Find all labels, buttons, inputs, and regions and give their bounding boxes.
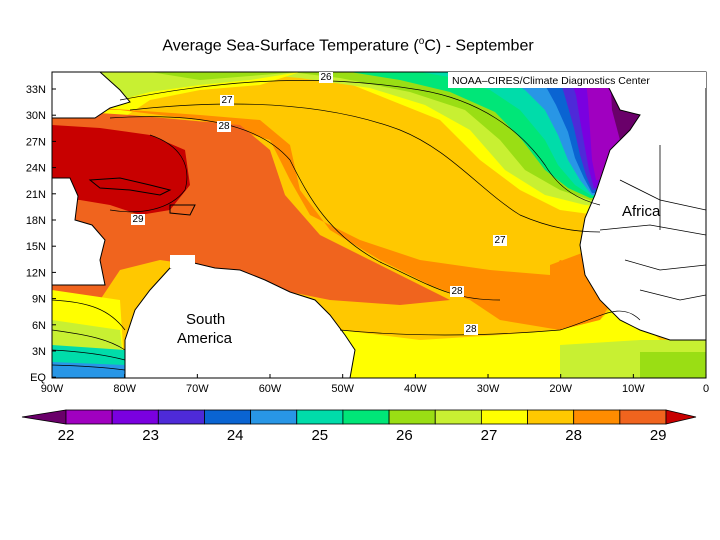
colorbar-cell — [204, 409, 252, 425]
contour-label: 27 — [494, 235, 506, 246]
contour-lines — [52, 80, 641, 371]
south-america-label-line2: America — [177, 330, 233, 347]
lat-tick-label: EQ — [30, 372, 46, 384]
colorbar-tick-label: 27 — [481, 427, 498, 444]
lon-tick-label: 0 — [703, 383, 709, 395]
colorbar-cell — [480, 409, 528, 425]
lon-tick-label: 50W — [331, 383, 354, 395]
lon-tick-label: 10W — [622, 383, 645, 395]
lat-tick-label: 27N — [26, 136, 46, 148]
colorbar-cell — [388, 409, 436, 425]
lat-tick-label: 6N — [32, 320, 46, 332]
colorbar-cell — [434, 409, 482, 425]
colorbar-cell — [342, 409, 390, 425]
colorbar-tick-label: 28 — [565, 427, 582, 444]
colorbar — [21, 409, 697, 425]
lon-tick-label: 20W — [549, 383, 572, 395]
map-frame — [51, 71, 707, 379]
band-29 — [52, 125, 190, 215]
colorbar-tick-label: 22 — [58, 427, 75, 444]
latitude-axis: 33N 30N 27N 24N 21N 18N 15N 12N 9N 6N 3N EQ — [26, 84, 56, 384]
lat-tick-label: 9N — [32, 294, 46, 306]
lon-tick-label: 70W — [186, 383, 209, 395]
lon-tick-label: 40W — [404, 383, 427, 395]
contour-label: 28 — [465, 324, 477, 335]
colorbar-cell — [296, 409, 344, 425]
lat-tick-label: 21N — [26, 189, 46, 201]
contour-label: 27 — [221, 95, 233, 106]
contour-label: 26 — [320, 72, 332, 83]
colorbar-cell — [527, 409, 575, 425]
lat-tick-label: 33N — [26, 84, 46, 96]
lat-tick-label: 18N — [26, 215, 46, 227]
lat-tick-label: 30N — [26, 110, 46, 122]
hispaniola-outline — [169, 204, 196, 216]
lon-tick-label: 30W — [477, 383, 500, 395]
north-america-land — [52, 72, 131, 119]
contour-label: 28 — [218, 121, 230, 132]
longitude-axis: 90W 80W 70W 60W 50W 40W 30W 20W 10W 0 — [41, 374, 709, 395]
lon-tick-label: 90W — [41, 383, 64, 395]
temperature-field — [52, 72, 706, 378]
lat-tick-label: 12N — [26, 267, 46, 279]
colorbar-tick-label: 24 — [227, 427, 244, 444]
contour-labels: 26 27 28 29 27 28 28 — [131, 72, 507, 335]
colorbar-cell — [157, 409, 205, 425]
contour-label: 28 — [451, 286, 463, 297]
colorbar-tick-label: 25 — [311, 427, 328, 444]
colorbar-cell — [21, 409, 67, 425]
lat-tick-label: 15N — [26, 241, 46, 253]
contour-label: 29 — [132, 214, 144, 225]
central-america-land — [52, 177, 106, 286]
colorbar-cell — [665, 409, 697, 425]
colorbar-tick-label: 26 — [396, 427, 413, 444]
chart-title: Average Sea-Surface Temperature (oC) - S… — [162, 36, 534, 55]
cuba-outline — [88, 177, 172, 196]
lat-tick-label: 24N — [26, 163, 46, 175]
band-28 — [52, 105, 620, 330]
colorbar-cell — [250, 409, 298, 425]
lat-tick-label: 3N — [32, 346, 46, 358]
credit-text: NOAA–CIRES/Climate Diagnostics Center — [452, 75, 650, 87]
south-america-land — [124, 261, 356, 378]
colorbar-tick-label: 23 — [142, 427, 159, 444]
colorbar-tick-label: 29 — [650, 427, 667, 444]
colorbar-cell — [65, 409, 113, 425]
colorbar-cell — [619, 409, 667, 425]
colorbar-cell — [573, 409, 621, 425]
africa-label: Africa — [622, 203, 661, 220]
lon-tick-label: 80W — [113, 383, 136, 395]
colorbar-cell — [111, 409, 159, 425]
south-america-label-line1: South — [186, 311, 225, 328]
lon-tick-label: 60W — [259, 383, 282, 395]
colorbar-labels: 22 23 24 25 26 27 28 29 — [58, 427, 667, 444]
